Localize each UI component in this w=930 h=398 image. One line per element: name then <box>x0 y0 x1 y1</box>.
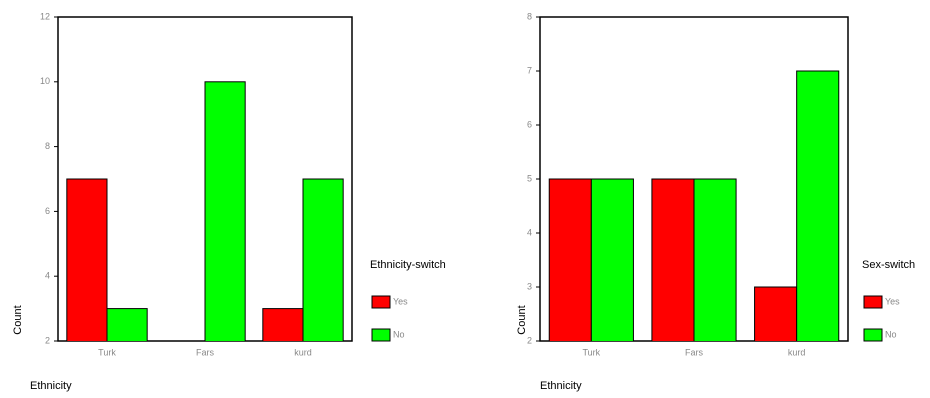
x-axis-label: Ethnicity <box>540 380 582 392</box>
bar <box>262 308 304 341</box>
x-tick-label: Turk <box>98 347 116 357</box>
legend-label: No <box>885 329 897 339</box>
y-tick-label: 6 <box>527 119 532 129</box>
bar <box>754 286 798 341</box>
bar <box>548 178 592 341</box>
y-tick-label: 8 <box>527 11 532 21</box>
bar <box>204 81 246 341</box>
y-tick-label: 6 <box>45 206 50 216</box>
y-tick-label: 3 <box>527 281 532 291</box>
y-tick-label: 2 <box>527 335 532 345</box>
y-tick-label: 5 <box>527 173 532 183</box>
bar <box>106 308 148 341</box>
bar <box>651 178 695 341</box>
y-tick-label: 10 <box>40 76 50 86</box>
y-axis-label: Count <box>516 305 528 334</box>
y-tick-label: 4 <box>527 227 532 237</box>
bars <box>66 81 344 341</box>
y-tick-label: 4 <box>45 271 50 281</box>
x-tick-label: kurd <box>294 347 312 357</box>
x-axis-label: Ethnicity <box>30 380 72 392</box>
legend-swatch <box>863 328 883 342</box>
y-axis-label: Count <box>12 305 24 334</box>
x-tick-label: Fars <box>685 347 704 357</box>
legend-label: Yes <box>885 296 900 306</box>
y-tick-label: 7 <box>527 65 532 75</box>
bar <box>693 178 737 341</box>
bar <box>66 178 108 341</box>
legend-swatch <box>371 328 391 342</box>
bar <box>796 70 840 341</box>
y-tick-label: 2 <box>45 335 50 345</box>
legend-label: Yes <box>393 296 408 306</box>
legend-title: Ethnicity-switch <box>370 259 446 271</box>
x-tick-label: Fars <box>196 347 215 357</box>
x-tick-label: kurd <box>788 347 806 357</box>
y-tick-label: 12 <box>40 11 50 21</box>
legend-swatch <box>863 295 883 309</box>
bar <box>590 178 634 341</box>
y-tick-label: 8 <box>45 141 50 151</box>
legend-label: No <box>393 329 405 339</box>
bars <box>548 70 840 341</box>
legend-title: Sex-switch <box>862 259 915 271</box>
legend-swatch <box>371 295 391 309</box>
x-tick-label: Turk <box>582 347 600 357</box>
bar <box>302 178 344 341</box>
